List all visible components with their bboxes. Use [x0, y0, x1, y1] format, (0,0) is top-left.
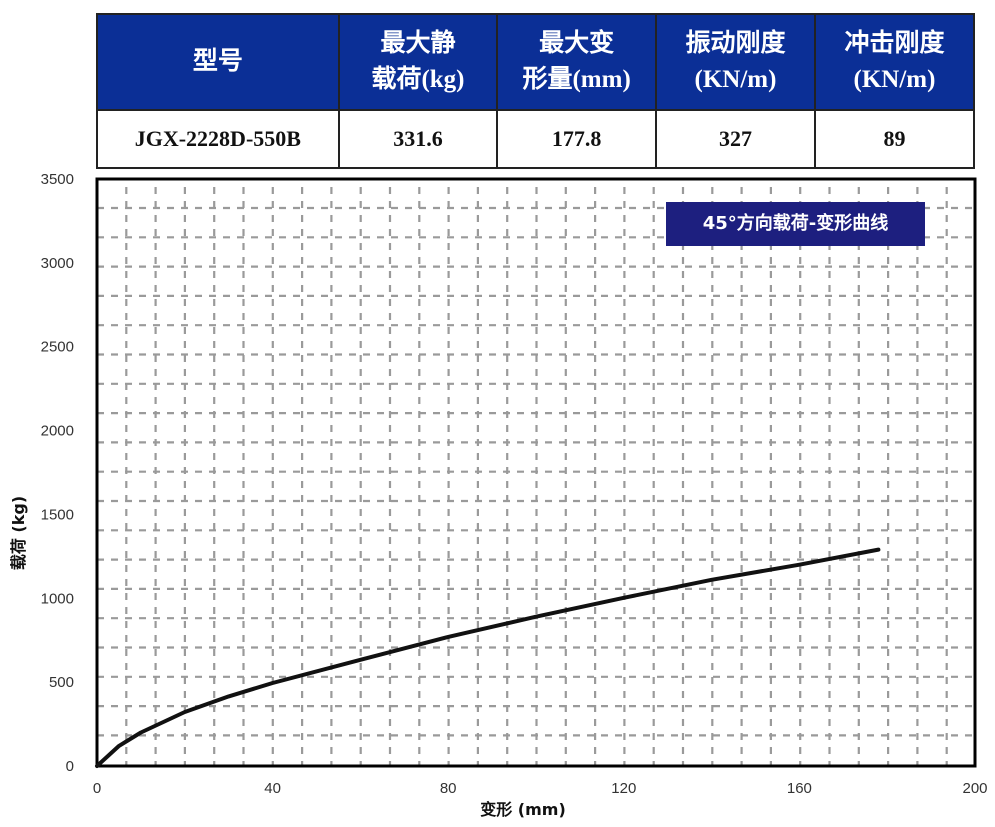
header-max-deformation: 最大变形量(mm)	[496, 13, 657, 111]
header-line1: 最大变	[539, 30, 615, 57]
y-tick-label: 1500	[41, 506, 74, 523]
y-tick-label: 1000	[41, 590, 74, 607]
cell-vibration-stiffness: 327	[654, 109, 816, 169]
y-tick-label: 3500	[41, 171, 74, 188]
y-tick-label: 0	[66, 758, 74, 775]
plot-frame	[95, 177, 977, 768]
spec-data-row: JGX-2228D-550B 331.6 177.8 327 89	[96, 109, 976, 169]
header-model: 型号	[96, 13, 340, 111]
header-line1: 冲击刚度	[844, 30, 945, 57]
x-tick-label: 40	[264, 780, 281, 797]
cell-model: JGX-2228D-550B	[96, 109, 340, 169]
cell-shock-stiffness: 89	[813, 109, 976, 169]
load-deformation-curve	[95, 547, 881, 768]
header-line2: (KN/m)	[853, 66, 936, 93]
x-tick-label: 80	[440, 780, 457, 797]
header-max-static-load: 最大静载荷(kg)	[337, 13, 499, 111]
x-tick-label: 120	[611, 780, 636, 797]
chart-grid	[97, 187, 975, 766]
x-tick-label: 0	[93, 780, 101, 797]
spec-table: 型号 最大静载荷(kg) 最大变形量(mm) 振动刚度 (KN/m) 冲击刚度 (K…	[96, 13, 976, 169]
cell-max-deformation: 177.8	[496, 109, 657, 169]
y-tick-label: 500	[49, 674, 74, 691]
header-vibration-stiffness: 振动刚度 (KN/m)	[654, 13, 816, 111]
y-tick-label: 3000	[41, 255, 74, 272]
x-tick-label: 160	[787, 780, 812, 797]
header-line1: 振动刚度	[685, 30, 786, 57]
y-tick-label: 2500	[41, 339, 74, 356]
header-line1: 最大静	[380, 30, 456, 57]
spec-header-row: 型号 最大静载荷(kg) 最大变形量(mm) 振动刚度 (KN/m) 冲击刚度 (K…	[96, 13, 976, 111]
header-shock-stiffness: 冲击刚度 (KN/m)	[813, 13, 976, 111]
header-line2: (KN/m)	[694, 66, 777, 93]
x-axis-ticks: 0 40 80 120 160 200	[93, 780, 988, 797]
header-model-label: 型号	[192, 48, 243, 75]
legend-box: 45°方向载荷-变形曲线	[666, 202, 925, 246]
y-axis-ticks: 0 500 1000 1500 2000 2500 3000 3500	[41, 171, 74, 775]
x-axis-title: 变形 (mm)	[480, 800, 566, 819]
y-tick-label: 2000	[41, 423, 74, 440]
y-axis-title: 载荷 (kg)	[9, 496, 28, 570]
cell-max-static-load: 331.6	[337, 109, 499, 169]
header-line2: 形量(mm)	[522, 66, 631, 93]
x-tick-label: 200	[962, 780, 987, 797]
header-line2: 载荷(kg)	[371, 66, 465, 93]
